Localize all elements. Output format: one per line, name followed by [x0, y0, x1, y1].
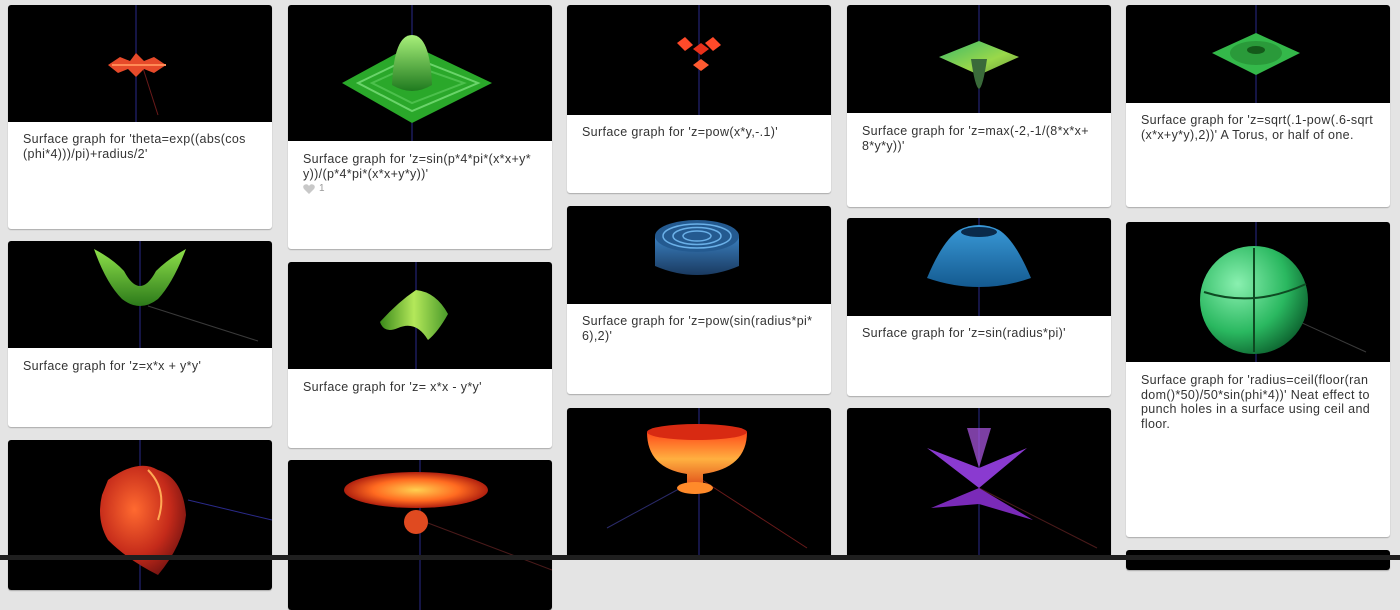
graph-thumbnail[interactable] [288, 460, 552, 610]
bottom-edge [0, 555, 1400, 560]
graph-thumbnail[interactable] [288, 5, 552, 141]
graph-thumbnail[interactable] [1126, 5, 1390, 103]
graph-card[interactable] [288, 460, 552, 610]
card-caption: Surface graph for 'z=pow(x*y,-.1)' [582, 125, 779, 139]
card-caption: Surface graph for 'z=sqrt(.1-pow(.6-sqrt… [1141, 113, 1374, 142]
graph-thumbnail[interactable] [847, 5, 1111, 113]
card-caption: Surface graph for 'theta=exp((abs(cos(ph… [23, 132, 246, 161]
graph-card[interactable] [847, 408, 1111, 558]
heart-icon [303, 183, 315, 194]
graph-thumbnail[interactable] [1126, 550, 1390, 570]
graph-thumbnail[interactable] [1126, 222, 1390, 362]
graph-card[interactable]: Surface graph for 'z=max(-2,-1/(8*x*x+8*… [847, 5, 1111, 207]
graph-thumbnail[interactable] [567, 206, 831, 304]
graph-card[interactable]: Surface graph for 'theta=exp((abs(cos(ph… [8, 5, 272, 229]
graph-card[interactable] [1126, 550, 1390, 570]
graph-card[interactable]: Surface graph for 'z=pow(sin(radius*pi*6… [567, 206, 831, 394]
graph-thumbnail[interactable] [8, 241, 272, 348]
card-caption: Surface graph for 'z=x*x + y*y' [23, 359, 202, 373]
graph-card[interactable]: Surface graph for 'radius=ceil(floor(ran… [1126, 222, 1390, 537]
card-caption: Surface graph for 'z=pow(sin(radius*pi*6… [582, 314, 813, 343]
graph-thumbnail[interactable] [847, 218, 1111, 316]
graph-card[interactable]: Surface graph for 'z=sin(p*4*pi*(x*x+y*y… [288, 5, 552, 249]
graph-card[interactable]: Surface graph for 'z=x*x + y*y' [8, 241, 272, 427]
graph-card[interactable]: Surface graph for 'z= x*x - y*y' [288, 262, 552, 448]
graph-thumbnail[interactable] [567, 408, 831, 558]
graph-thumbnail[interactable] [288, 262, 552, 369]
card-caption: Surface graph for 'radius=ceil(floor(ran… [1141, 373, 1371, 431]
graph-card[interactable] [8, 440, 272, 590]
graph-card[interactable]: Surface graph for 'z=pow(x*y,-.1)' [567, 5, 831, 193]
graph-card[interactable] [567, 408, 831, 558]
like-count[interactable]: 1 [288, 181, 552, 196]
card-caption: Surface graph for 'z= x*x - y*y' [303, 380, 482, 394]
like-count-label: 1 [319, 183, 325, 194]
graph-thumbnail[interactable] [8, 5, 272, 122]
card-caption: Surface graph for 'z=max(-2,-1/(8*x*x+8*… [862, 124, 1089, 153]
card-caption: Surface graph for 'z=sin(radius*pi)' [862, 326, 1066, 340]
graph-card[interactable]: Surface graph for 'z=sin(radius*pi)' [847, 218, 1111, 396]
card-caption: Surface graph for 'z=sin(p*4*pi*(x*x+y*y… [303, 152, 531, 181]
graph-card[interactable]: Surface graph for 'z=sqrt(.1-pow(.6-sqrt… [1126, 5, 1390, 207]
graph-thumbnail[interactable] [8, 440, 272, 590]
graph-thumbnail[interactable] [847, 408, 1111, 558]
graph-thumbnail[interactable] [567, 5, 831, 115]
